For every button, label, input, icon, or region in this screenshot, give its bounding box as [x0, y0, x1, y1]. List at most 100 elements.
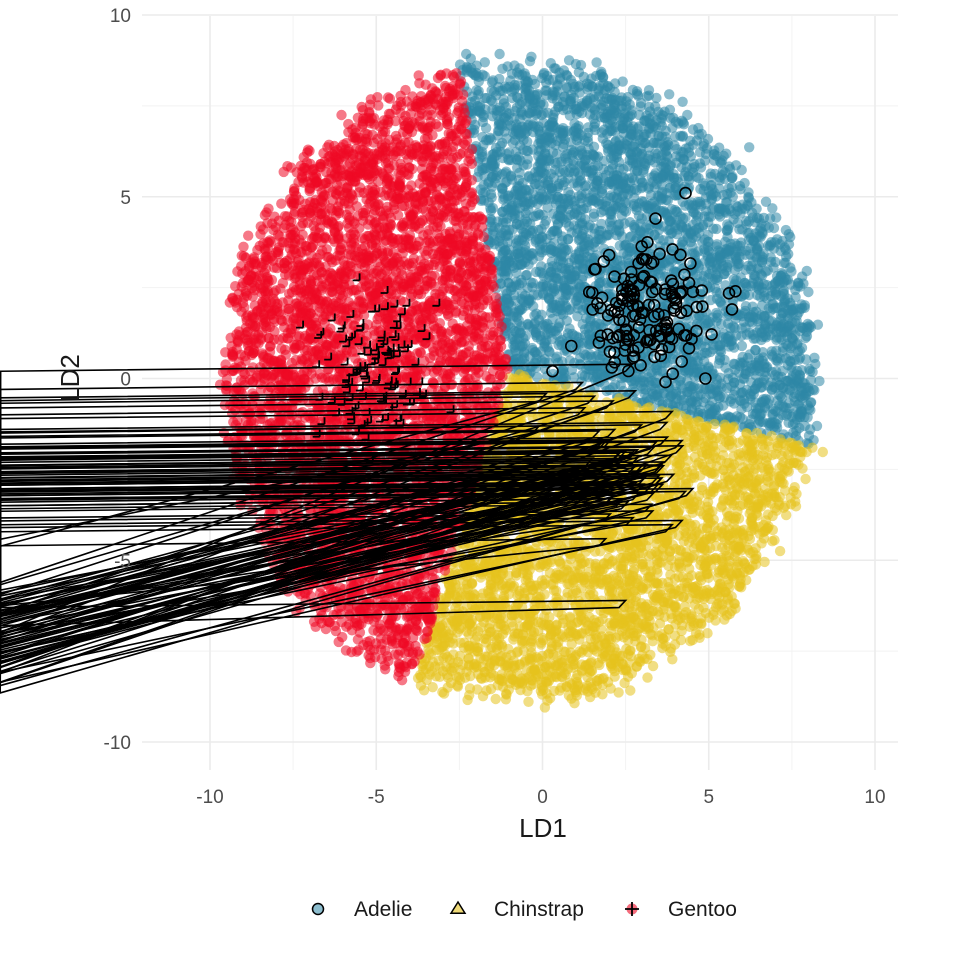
- region-point: [767, 351, 778, 362]
- region-point: [500, 694, 512, 705]
- region-point: [710, 540, 722, 552]
- region-point: [700, 341, 711, 353]
- region-point: [693, 129, 704, 140]
- region-point: [503, 190, 514, 201]
- region-point: [600, 201, 611, 212]
- region-point: [487, 229, 499, 240]
- region-point: [666, 227, 678, 239]
- region-point: [511, 219, 523, 230]
- region-point: [783, 239, 795, 250]
- region-point: [664, 89, 675, 100]
- region-point: [753, 362, 764, 374]
- region-point: [631, 147, 643, 158]
- region-point: [632, 157, 643, 168]
- region-point: [605, 190, 616, 201]
- region-point: [580, 99, 591, 111]
- region-point: [530, 329, 541, 340]
- region-point: [675, 130, 686, 142]
- region-point: [536, 309, 547, 320]
- region-point: [801, 331, 813, 342]
- region-point: [707, 264, 718, 275]
- region-point: [574, 160, 586, 171]
- region-point: [578, 203, 589, 215]
- region-point: [711, 223, 722, 235]
- region-point: [627, 129, 638, 140]
- region-point: [494, 48, 505, 60]
- region-point: [550, 198, 562, 209]
- region-point: [519, 347, 530, 358]
- region-point: [786, 300, 797, 311]
- region-point: [788, 391, 800, 403]
- region-point: [716, 252, 727, 263]
- region-point: [616, 103, 627, 114]
- region-point: [691, 209, 702, 220]
- region-point: [571, 228, 583, 239]
- region-point: [534, 266, 545, 277]
- region-point: [716, 170, 728, 181]
- region-point: [517, 177, 528, 189]
- region-point: [551, 351, 563, 362]
- region-point: [699, 180, 711, 191]
- region-point: [677, 96, 688, 108]
- region-point: [516, 106, 527, 117]
- region-point: [791, 339, 803, 350]
- region-point: [504, 81, 515, 93]
- region-point: [679, 362, 691, 373]
- region-point: [548, 112, 559, 124]
- region-point: [760, 196, 772, 207]
- region-point: [767, 203, 778, 214]
- region-point: [763, 326, 774, 337]
- region-point: [610, 200, 621, 212]
- region-point: [711, 287, 722, 298]
- region-point: [659, 142, 670, 153]
- region-point: [736, 203, 748, 214]
- region-point: [489, 239, 500, 250]
- region-point: [532, 198, 543, 209]
- region-point: [507, 92, 518, 104]
- region-point: [679, 170, 690, 182]
- region-point: [695, 389, 706, 400]
- region-point: [690, 399, 702, 410]
- region-point: [700, 148, 712, 160]
- region-point: [571, 103, 582, 115]
- region-point: [574, 176, 586, 187]
- region-point: [705, 294, 716, 306]
- region-point: [567, 328, 578, 340]
- region-point: [726, 181, 737, 193]
- region-point: [698, 138, 709, 149]
- region-point: [783, 248, 794, 260]
- region-point: [658, 235, 669, 246]
- region-point: [759, 312, 770, 323]
- region-point: [529, 90, 540, 101]
- region-point: [512, 248, 524, 259]
- region-point: [526, 173, 537, 185]
- region-point: [811, 420, 823, 432]
- region-point: [629, 222, 640, 233]
- region-point: [726, 381, 737, 392]
- region-point: [495, 105, 506, 117]
- region-point: [479, 57, 490, 68]
- region-point: [650, 122, 662, 133]
- region-point: [539, 357, 550, 368]
- region-point: [478, 195, 490, 206]
- region-point: [643, 90, 655, 101]
- region-point: [501, 120, 513, 131]
- region-point: [569, 357, 580, 369]
- region-point: [582, 136, 594, 147]
- region-point: [589, 103, 600, 115]
- region-point: [678, 400, 689, 411]
- region-point: [486, 77, 498, 88]
- region-point: [710, 379, 722, 390]
- region-point: [548, 325, 559, 336]
- region-point: [574, 80, 586, 91]
- region-point: [520, 240, 531, 251]
- region-point: [607, 142, 619, 153]
- region-point: [814, 375, 825, 387]
- region-point: [697, 370, 708, 381]
- region-point: [727, 191, 738, 202]
- region-point: [709, 403, 721, 414]
- region-point: [698, 356, 710, 367]
- region-point: [603, 179, 615, 190]
- region-point: [742, 352, 754, 364]
- region-point: [703, 211, 715, 222]
